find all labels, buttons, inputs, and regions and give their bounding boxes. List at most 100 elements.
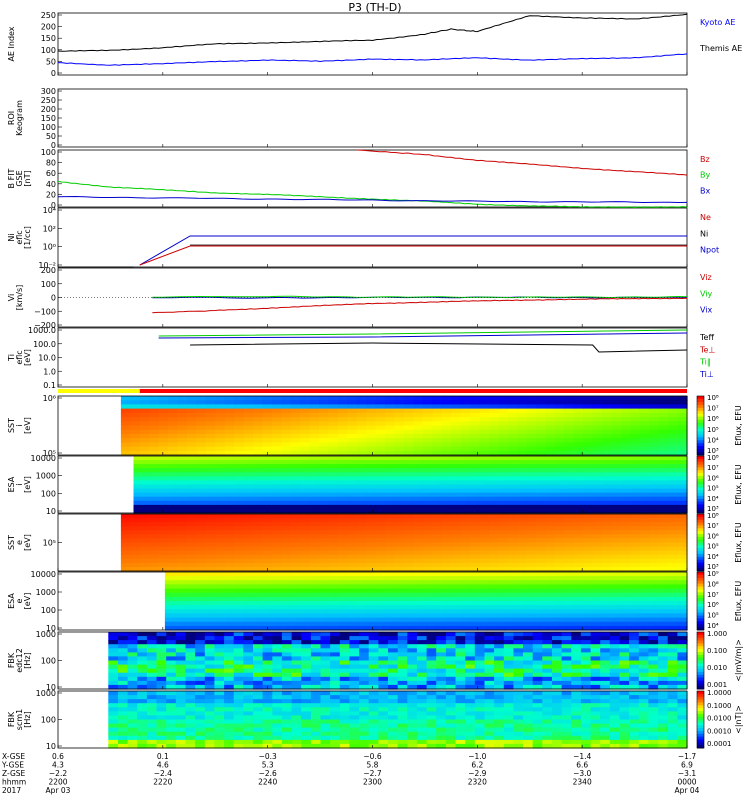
- spectrogram-cell: [643, 588, 653, 594]
- spectrogram-cell: [149, 433, 160, 439]
- spectrogram-cell: [441, 446, 452, 452]
- spectrogram-cell: [164, 609, 175, 614]
- spectrogram-cell: [668, 538, 679, 544]
- spectrogram-cell: [479, 412, 490, 418]
- spectrogram-cell: [312, 588, 323, 594]
- spectrogram-cell: [186, 446, 197, 452]
- spectrogram-cell: [281, 492, 291, 498]
- spectrogram-cell: [668, 472, 679, 477]
- spectrogram-cell: [262, 703, 273, 708]
- spectrogram-cell: [399, 601, 410, 606]
- spectrogram-cell: [234, 546, 245, 552]
- spectrogram-cell: [621, 425, 631, 431]
- spectrogram-cell: [308, 476, 319, 482]
- spectrogram-cell: [207, 464, 218, 469]
- spectrogram-cell: [658, 446, 669, 452]
- spectrogram-cell: [233, 719, 244, 725]
- spectrogram-cell: [120, 538, 131, 544]
- spectrogram-cell: [542, 656, 553, 662]
- spectrogram-cell: [564, 566, 575, 572]
- spectrogram-cell: [422, 526, 433, 531]
- spectrogram-cell: [530, 508, 540, 514]
- spectrogram-cell: [151, 464, 162, 469]
- spectrogram-cell: [617, 621, 627, 627]
- spectrogram-cell: [339, 707, 350, 712]
- spectrogram-cell: [410, 504, 420, 510]
- spectrogram-cell: [495, 621, 505, 627]
- spectrogram-cell: [217, 576, 227, 581]
- spectrogram-cell: [561, 648, 572, 653]
- spectrogram-cell: [196, 550, 207, 556]
- spectrogram-cell: [330, 584, 340, 590]
- spectrogram-cell: [269, 625, 279, 631]
- spectrogram-cell: [391, 484, 402, 490]
- spectrogram-cell: [520, 504, 531, 510]
- spectrogram-cell: [565, 625, 575, 631]
- spectrogram-cell: [133, 504, 144, 510]
- spectrogram-cell: [253, 468, 264, 473]
- spectrogram-cell: [166, 684, 177, 690]
- y-tick-label: 250: [41, 96, 56, 105]
- spectrogram-cell: [634, 625, 645, 631]
- spectrogram-cell: [488, 400, 499, 405]
- spectrogram-cell: [204, 719, 215, 725]
- spectrogram-cell: [120, 433, 131, 439]
- spectrogram-cell: [567, 460, 577, 465]
- spectrogram-cell: [199, 596, 209, 602]
- spectrogram-cell: [330, 691, 341, 696]
- spectrogram-cell: [177, 550, 188, 556]
- spectrogram-cell: [426, 703, 437, 708]
- spectrogram-cell: [262, 691, 273, 696]
- spectrogram-cell: [253, 417, 263, 422]
- spectrogram-cell: [422, 534, 433, 540]
- spectrogram-cell: [416, 719, 428, 725]
- spectrogram-cell: [295, 592, 305, 598]
- spectrogram-cell: [365, 617, 375, 623]
- spectrogram-cell: [539, 584, 549, 590]
- spectrogram-cell: [139, 417, 150, 422]
- y-tick-label: 100: [41, 657, 56, 666]
- spectrogram-cell: [139, 412, 150, 418]
- spectrogram-cell: [253, 400, 263, 405]
- spectrogram-cell: [295, 605, 305, 610]
- spectrogram-cell: [327, 500, 337, 506]
- spectrogram-cell: [139, 518, 150, 523]
- spectrogram-cell: [591, 576, 601, 581]
- spectrogram-cell: [118, 664, 129, 670]
- spectrogram-cell: [271, 538, 282, 544]
- spectrogram-cell: [204, 680, 215, 686]
- spectrogram-cell: [349, 640, 360, 645]
- spectrogram-cell: [253, 484, 264, 490]
- spectrogram-cell: [573, 625, 584, 631]
- spectrogram-cell: [368, 672, 379, 678]
- spectrogram-cell: [520, 484, 531, 490]
- spectrogram-cell: [321, 609, 331, 614]
- spectrogram-cell: [554, 429, 565, 435]
- spectrogram-cell: [419, 456, 430, 461]
- spectrogram-cell: [195, 719, 206, 725]
- spectrogram-cell: [243, 566, 254, 572]
- spectrogram-cell: [319, 450, 329, 456]
- spectrogram-cell: [542, 652, 553, 658]
- spectrogram-cell: [447, 480, 457, 486]
- spectrogram-cell: [465, 456, 476, 461]
- spectrogram-cell: [301, 672, 312, 678]
- spectrogram-cell: [182, 625, 192, 631]
- spectrogram-cell: [638, 668, 649, 674]
- spectrogram-cell: [164, 580, 175, 585]
- spectrogram-cell: [474, 484, 485, 490]
- spectrogram-cell: [345, 456, 356, 461]
- spectrogram-cell: [149, 450, 160, 456]
- y-axis-label: GSE: [15, 170, 24, 186]
- spectrogram-cell: [173, 576, 183, 581]
- spectrogram-cell: [484, 676, 495, 682]
- spectrogram-cell: [573, 429, 584, 435]
- spectrogram-cell: [300, 546, 311, 552]
- spectrogram-cell: [224, 550, 235, 556]
- spectrogram-cell: [120, 526, 131, 531]
- spectrogram-cell: [436, 660, 447, 666]
- spectrogram-cell: [526, 396, 537, 401]
- spectrogram-cell: [649, 408, 660, 414]
- spectrogram-cell: [177, 425, 188, 431]
- spectrogram-cell: [199, 621, 209, 627]
